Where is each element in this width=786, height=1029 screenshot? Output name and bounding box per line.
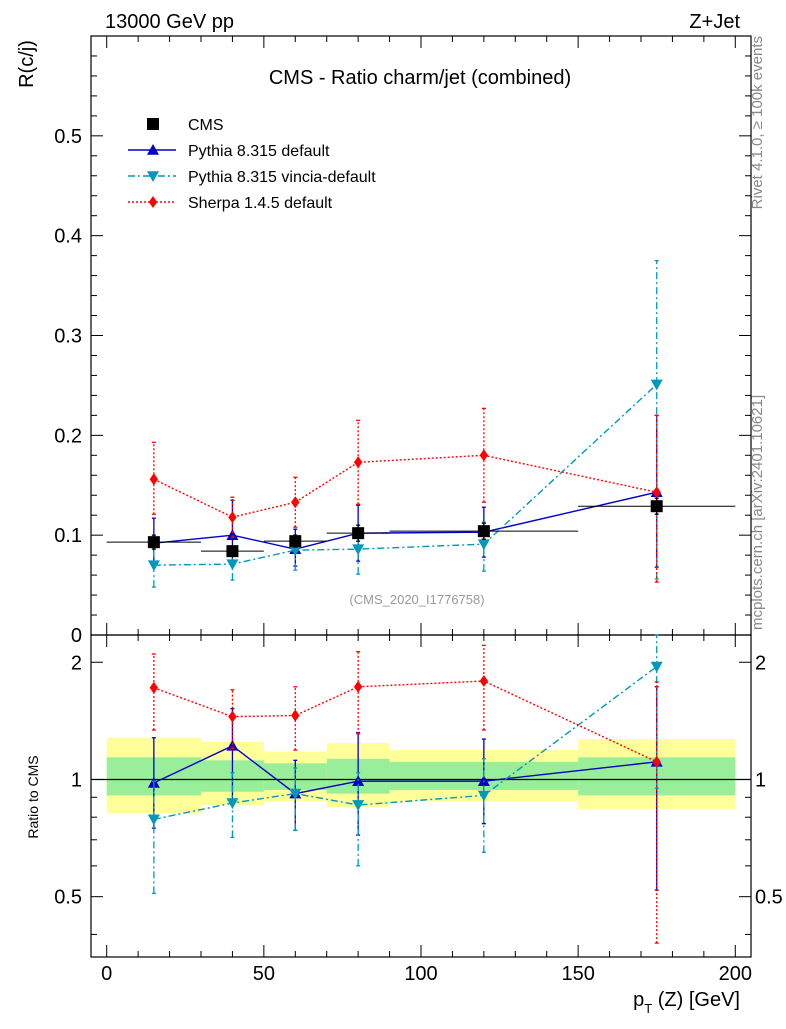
series-line xyxy=(153,383,658,566)
data-point xyxy=(353,456,363,469)
legend-marker xyxy=(147,118,159,130)
ratio-panel: Ratio to CMS 0.5 0.5 1 1 2 2 0 50 100 150 200 pT (… xyxy=(25,634,783,1016)
legend-label: Sherpa 1.4.5 default xyxy=(188,195,333,212)
series-line xyxy=(153,491,657,550)
data-point xyxy=(226,559,239,571)
data-point xyxy=(149,681,159,694)
ratio-y-label: Ratio to CMS xyxy=(25,755,41,838)
series-pythia-8-315-vincia-default xyxy=(147,634,663,894)
legend-label: Pythia 8.315 default xyxy=(188,143,330,160)
series-line xyxy=(153,454,657,518)
data-point xyxy=(479,449,489,462)
series-line xyxy=(153,665,658,821)
main-panel: CMS - Ratio charm/jet (combined) R(c/j) … xyxy=(16,35,752,647)
data-point xyxy=(226,529,239,540)
data-point xyxy=(652,486,661,499)
legend-label: CMS xyxy=(188,117,224,134)
series-sherpa-1-4-5-default xyxy=(149,407,661,583)
y-tick-label: 0.5 xyxy=(54,126,82,148)
series-cms xyxy=(106,497,736,558)
process-label: Z+Jet xyxy=(689,11,740,33)
y-axis-label: R(c/j) xyxy=(16,40,38,88)
y-tick-label: 0.4 xyxy=(54,226,82,248)
data-point xyxy=(650,379,663,391)
legend-marker xyxy=(147,171,159,182)
data-point xyxy=(226,545,239,558)
series-pythia-8-315-default xyxy=(147,414,663,568)
y-tick-label-right: 1 xyxy=(755,769,766,791)
collision-label: 13000 GeV pp xyxy=(105,11,234,33)
y-tick-label-right: 2 xyxy=(755,652,766,674)
legend: CMS Pythia 8.315 default Pythia 8.315 vinc… xyxy=(128,117,376,212)
mcplots-label: mcplots.cern.ch [arXiv:2401.10621] xyxy=(749,395,766,630)
series-pythia-8-315-vincia-default xyxy=(147,259,663,588)
series-line xyxy=(153,745,657,795)
x-tick-label: 200 xyxy=(719,963,752,985)
data-point xyxy=(228,710,237,723)
data-point xyxy=(352,800,365,811)
y-tick-label: 1 xyxy=(71,769,82,791)
data-point xyxy=(353,680,363,693)
y-tick-label: 0.5 xyxy=(54,887,82,909)
x-axis-label-tail: (Z) [GeV] xyxy=(652,989,740,1011)
data-point xyxy=(289,788,302,800)
y-tick-label-right: 0.5 xyxy=(755,887,783,909)
y-tick-label: 0 xyxy=(71,625,82,647)
data-point xyxy=(291,496,300,509)
data-point xyxy=(226,739,239,751)
data-point xyxy=(477,525,490,538)
data-point xyxy=(352,527,365,540)
data-point xyxy=(477,539,490,551)
data-point xyxy=(477,790,490,802)
data-point xyxy=(147,814,160,826)
legend-label: Pythia 8.315 vincia-default xyxy=(188,169,376,186)
y-tick-label: 0.2 xyxy=(54,425,82,447)
data-point xyxy=(147,536,160,549)
legend-marker xyxy=(148,196,158,208)
x-axis-label-main: p xyxy=(633,989,644,1011)
x-tick-label: 50 xyxy=(253,963,275,985)
data-point xyxy=(291,709,300,722)
data-point xyxy=(226,798,239,810)
x-tick-label: 150 xyxy=(561,963,594,985)
x-tick-label: 100 xyxy=(404,963,437,985)
rivet-label: Rivet 4.1.0, ≥ 100k events xyxy=(749,36,766,209)
data-point xyxy=(650,661,663,673)
series-line xyxy=(153,680,658,763)
data-point xyxy=(479,675,489,688)
data-point xyxy=(149,473,159,486)
main-title: CMS - Ratio charm/jet (combined) xyxy=(269,67,571,89)
data-point xyxy=(147,560,160,572)
data-point xyxy=(228,511,237,524)
data-point xyxy=(650,500,663,513)
y-tick-label: 0.3 xyxy=(54,326,82,348)
data-point xyxy=(289,545,302,557)
data-point xyxy=(289,535,302,548)
x-tick-label: 0 xyxy=(101,963,112,985)
analysis-id: (CMS_2020_I1776758) xyxy=(349,592,484,607)
y-tick-label: 0.1 xyxy=(54,525,82,547)
data-point xyxy=(652,755,661,768)
x-axis-label-sub: T xyxy=(644,1001,652,1016)
series-sherpa-1-4-5-default xyxy=(149,644,661,944)
x-axis-label: pT (Z) [GeV] xyxy=(633,989,740,1016)
y-tick-label: 2 xyxy=(71,652,82,674)
data-point xyxy=(352,544,365,556)
legend-marker xyxy=(147,144,159,155)
